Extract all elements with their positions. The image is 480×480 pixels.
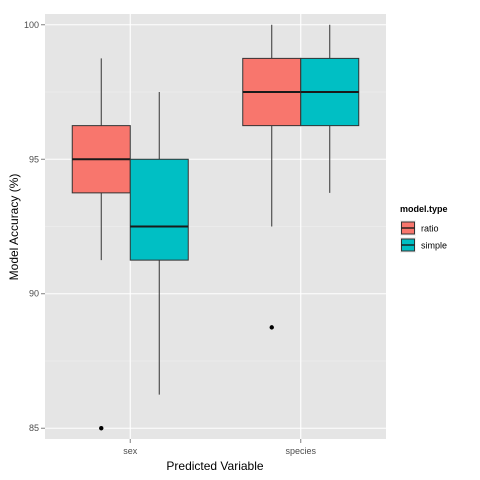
legend-entry-simple: simple [400, 237, 447, 253]
box-ratio-species [242, 24, 302, 330]
x-axis-title: Predicted Variable [166, 459, 263, 473]
y-tick-label: 85 [29, 423, 39, 433]
boxes [71, 24, 360, 431]
box-simple-sex [129, 92, 189, 395]
x-tick-label: sex [123, 446, 138, 456]
x-tick-label: species [285, 446, 316, 456]
y-axis: 85 90 95 100 [24, 20, 45, 433]
legend-entry-ratio: ratio [400, 220, 439, 236]
y-tick-label: 90 [29, 289, 39, 299]
legend: model.type ratio simple [400, 204, 448, 253]
outlier-point [269, 325, 274, 330]
legend-label: ratio [421, 224, 439, 234]
y-tick-label: 95 [29, 154, 39, 164]
x-axis: sex species [123, 439, 317, 456]
box-simple-species [300, 24, 360, 193]
y-axis-title: Model Accuracy (%) [7, 174, 21, 281]
legend-title: model.type [400, 204, 448, 214]
outlier-point [99, 426, 104, 431]
y-tick-label: 100 [24, 20, 39, 30]
legend-label: simple [421, 241, 447, 251]
box-body [129, 158, 189, 261]
